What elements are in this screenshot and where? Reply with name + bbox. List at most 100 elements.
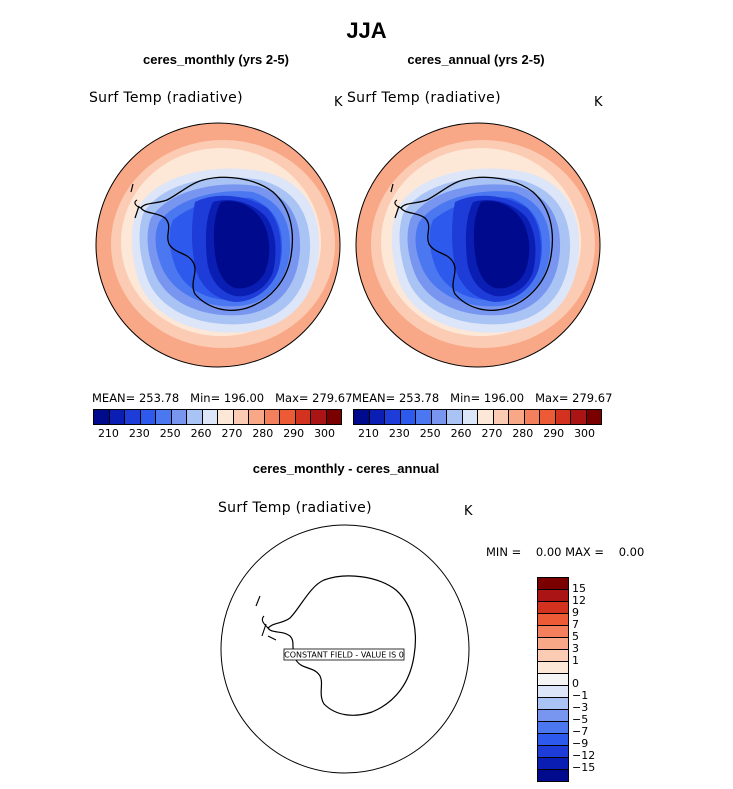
panel-2-colorbar-tick-label: 210 — [357, 427, 379, 440]
diff-panel-colorbar-ticks: 15 12 9 7 5 3 1 0 −1 −3 −5 −7 −9 −12 −15 — [572, 577, 612, 780]
panel-2-mean-label: MEAN= — [352, 391, 396, 405]
panel-2-colorbar-swatch — [523, 410, 539, 424]
diff-colorbar-tick-label: −9 — [572, 737, 589, 751]
panel-1-colorbar-swatch — [108, 410, 124, 424]
panel-1-colorbar-swatch — [294, 410, 310, 424]
panel-1-colorbar-tick-label: 260 — [190, 427, 212, 440]
panel-1-min-label: Min= — [190, 391, 221, 405]
constant-field-annotation-box — [283, 648, 405, 661]
panel-2-colorbar-tick-label: 230 — [388, 427, 410, 440]
panel-1-colorbar-swatch — [124, 410, 140, 424]
panel-2-colorbar-swatch — [554, 410, 570, 424]
panel-2-colorbar-swatch — [461, 410, 477, 424]
panel-2-colorbar-swatch — [492, 410, 508, 424]
diff-colorbar-tick-label: −12 — [572, 749, 596, 763]
panel-2-colorbar-swatch — [430, 410, 446, 424]
panel-1-colorbar-tick-label: 230 — [128, 427, 150, 440]
panel-1-min-value: 196.00 — [223, 391, 265, 405]
panel-1-colorbar-tick-label: 270 — [221, 427, 243, 440]
panel-1-colorbar-tick-label: 210 — [97, 427, 119, 440]
diff-colorbar-tick-label: 15 — [572, 581, 586, 595]
diff-colorbar-tick-label: −5 — [572, 713, 589, 727]
diff-panel-variable-label: Surf Temp (radiative) — [218, 500, 372, 516]
panel-2-colorbar-swatch — [446, 410, 462, 424]
panel-2-colorbar-swatch — [354, 410, 369, 424]
panel-2-colorbar-ticks: 210 230 250 260 270 280 290 300 — [353, 427, 600, 441]
panel-2-colorbar-tick-label: 270 — [481, 427, 503, 440]
constant-field-annotation: CONSTANT FIELD - VALUE IS 0 — [284, 651, 404, 660]
panel-2-colorbar-swatch — [585, 410, 601, 424]
diff-colorbar-swatch — [538, 649, 568, 661]
panel-1-colorbar-swatch — [139, 410, 155, 424]
diff-max-value: 0.00 — [618, 545, 645, 559]
diff-colorbar-swatch — [538, 733, 568, 745]
panel-1-colorbar-swatch — [248, 410, 264, 424]
diff-colorbar-swatch — [538, 613, 568, 625]
panel-1-colorbar-swatch — [170, 410, 186, 424]
diff-panel-units: K — [464, 504, 473, 519]
panel-2-min-value: 196.00 — [483, 391, 525, 405]
diff-colorbar-tick-label: −1 — [572, 689, 589, 703]
panel-1-colorbar-tick-label: 300 — [314, 427, 336, 440]
diff-colorbar-swatch — [538, 721, 568, 733]
diff-colorbar-tick-label: 12 — [572, 593, 586, 607]
figure-title: JJA — [346, 18, 387, 43]
panel-1-colorbar-swatch — [94, 410, 109, 424]
diff-colorbar-tick-label: 5 — [572, 629, 579, 643]
diff-colorbar-swatch — [538, 578, 568, 589]
panel-2-colorbar-tick-label: 300 — [574, 427, 596, 440]
diff-colorbar-tick-label: 9 — [572, 605, 579, 619]
panel-2-title: ceres_annual (yrs 2-5) — [407, 52, 545, 67]
panel-2-min-label: Min= — [450, 391, 481, 405]
panel-2-colorbar-swatch — [477, 410, 493, 424]
panel-2-colorbar-tick-label: 250 — [419, 427, 441, 440]
diff-colorbar-swatch — [538, 625, 568, 637]
panel-2-mean-value: 253.78 — [398, 391, 440, 405]
panel-1-colorbar-tick-label: 250 — [159, 427, 181, 440]
diff-colorbar-swatch — [538, 709, 568, 721]
diff-panel-stats: MIN = 0.00 MAX = 0.00 — [486, 545, 644, 559]
panel-1-max-label: Max= — [275, 391, 309, 405]
panel-1-colorbar-swatch — [310, 410, 326, 424]
diff-panel-title: ceres_monthly - ceres_annual — [252, 461, 440, 476]
panel-1-max-value: 279.67 — [312, 391, 353, 405]
panel-2-colorbar-swatch — [508, 410, 524, 424]
diff-colorbar-tick-label: 3 — [572, 641, 579, 655]
panel-1-mean-value: 253.78 — [138, 391, 180, 405]
panel-2-units: K — [594, 95, 603, 110]
panel-1-colorbar-swatch — [263, 410, 279, 424]
panel-2-variable-label: Surf Temp (radiative) — [347, 90, 501, 106]
diff-colorbar-tick-label: −3 — [572, 701, 589, 715]
panel-1-colorbar-swatch — [201, 410, 217, 424]
panel-1-colorbar-tick-label: 280 — [252, 427, 274, 440]
panel-2-colorbar — [353, 409, 602, 425]
panel-1-map — [95, 122, 341, 368]
panel-2-max-label: Max= — [535, 391, 569, 405]
panel-1-mean-label: MEAN= — [92, 391, 136, 405]
panel-1-colorbar — [93, 409, 342, 425]
panel-2-colorbar-swatch — [415, 410, 431, 424]
diff-colorbar-swatch — [538, 589, 568, 601]
panel-1-colorbar-swatch — [279, 410, 295, 424]
diff-colorbar-swatch — [538, 673, 568, 685]
panel-2-stats: MEAN= 253.78 Min= 196.00 Max= 279.67 — [352, 391, 612, 405]
panel-2-map — [355, 122, 601, 368]
panel-1-units: K — [334, 95, 343, 110]
panel-2-colorbar-swatch — [399, 410, 415, 424]
panel-1-colorbar-ticks: 210 230 250 260 270 280 290 300 — [93, 427, 340, 441]
panel-2-colorbar-swatch — [539, 410, 555, 424]
diff-colorbar-tick-label: 0 — [572, 677, 579, 691]
diff-colorbar-tick-label: 1 — [572, 653, 579, 667]
diff-max-label: MAX = — [565, 545, 605, 559]
panel-2-colorbar-tick-label: 280 — [512, 427, 534, 440]
panel-1-colorbar-swatch — [232, 410, 248, 424]
panel-1-variable-label: Surf Temp (radiative) — [89, 90, 243, 106]
diff-colorbar-swatch — [538, 685, 568, 697]
diff-colorbar-tick-label: −7 — [572, 725, 589, 739]
panel-2-colorbar-tick-label: 290 — [543, 427, 565, 440]
panel-1-colorbar-swatch — [155, 410, 171, 424]
panel-2-colorbar-swatch — [384, 410, 400, 424]
panel-1-title: ceres_monthly (yrs 2-5) — [143, 52, 289, 67]
diff-colorbar-swatch — [538, 757, 568, 769]
diff-panel-colorbar — [537, 577, 569, 782]
